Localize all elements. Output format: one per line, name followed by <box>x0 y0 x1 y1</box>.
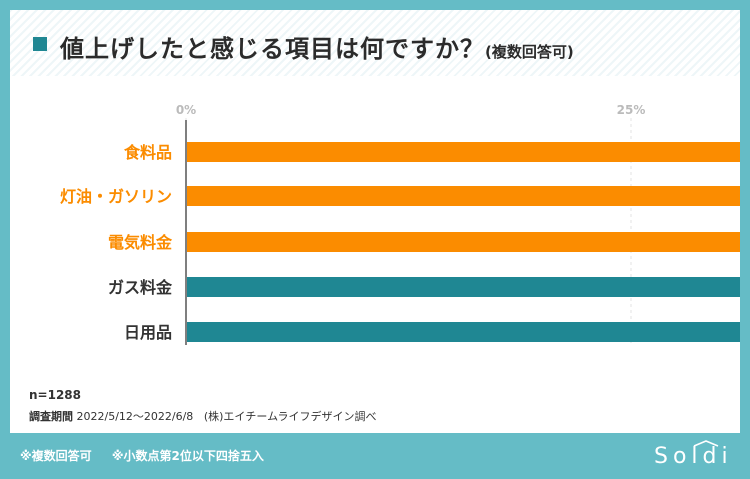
chart-title-main: 値上げしたと感じる項目は何ですか？ <box>60 35 485 63</box>
footer-note-rounding: ※小数点第2位以下四捨五入 <box>111 449 264 463</box>
labels-layer: 食料品81.6%灯油・ガソリン62.5%電気料金49.6%ガス料金39.8%日用… <box>60 143 173 342</box>
survey-info: 調査期間 2022/5/12〜2022/6/8 (株)エイチームライフデザイン調… <box>29 406 377 427</box>
bar <box>187 232 740 252</box>
soldi-logo: Soldi <box>654 440 734 470</box>
bars-layer <box>187 142 740 342</box>
bar <box>187 142 740 162</box>
category-label: 食料品 <box>123 143 172 162</box>
bar <box>187 322 740 342</box>
survey-notes: n=1288 調査期間 2022/5/12〜2022/6/8 (株)エイチームラ… <box>29 385 377 427</box>
category-label: 灯油・ガソリン <box>60 187 172 206</box>
chart-card: 値上げしたと感じる項目は何ですか？(複数回答可) 0%25%50%75% 食料品… <box>10 10 740 433</box>
category-label: 電気料金 <box>108 233 173 252</box>
category-label: ガス料金 <box>108 278 173 297</box>
title-band <box>10 10 740 76</box>
logo-text: Soldi <box>654 444 733 469</box>
period-label: 調査期間 <box>29 410 73 423</box>
footer-notes: ※複数回答可 ※小数点第2位以下四捨五入 <box>20 447 264 464</box>
grid-layer: 0%25%50%75% <box>176 103 646 345</box>
bar <box>187 277 740 297</box>
category-label: 日用品 <box>124 323 172 342</box>
sample-size: n=1288 <box>29 388 81 402</box>
source-value: (株)エイチームライフデザイン調べ <box>203 410 377 423</box>
chart-title: 値上げしたと感じる項目は何ですか？(複数回答可) <box>60 29 574 64</box>
chart-title-sub: (複数回答可) <box>485 43 574 61</box>
logo-roof-icon <box>693 440 719 447</box>
bar-chart: 0%25%50%75% 食料品81.6%灯油・ガソリン62.5%電気料金49.6… <box>60 103 740 345</box>
x-tick-label: 0% <box>176 103 196 117</box>
bar <box>187 186 740 206</box>
title-marker <box>33 37 47 51</box>
footer-note-multiple: ※複数回答可 <box>20 449 92 463</box>
x-tick-label: 25% <box>617 103 646 117</box>
period-value: 2022/5/12〜2022/6/8 <box>76 410 194 423</box>
